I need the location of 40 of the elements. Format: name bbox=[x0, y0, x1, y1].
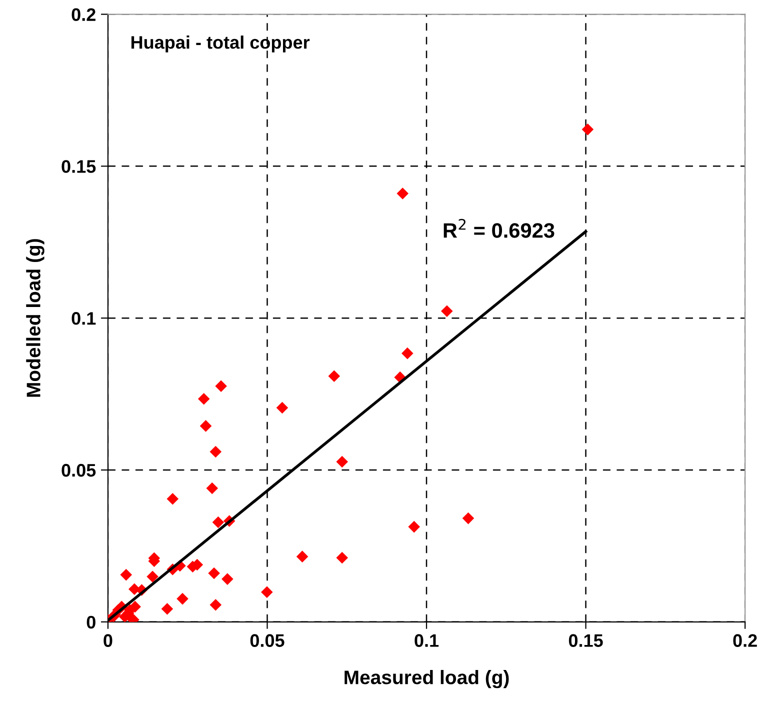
y-tick-label: 0.05 bbox=[62, 464, 96, 477]
x-tick-label: 0 bbox=[104, 634, 112, 647]
point bbox=[198, 393, 210, 405]
x-tick-label: 0.05 bbox=[250, 634, 284, 647]
x-tick-label: 0.15 bbox=[568, 634, 603, 647]
point bbox=[200, 420, 212, 432]
point bbox=[408, 520, 420, 533]
point bbox=[212, 516, 224, 528]
point bbox=[396, 188, 409, 200]
point bbox=[462, 512, 474, 524]
point bbox=[161, 602, 174, 615]
y-tick-label: 0.1 bbox=[72, 312, 96, 325]
y-tick-label: 0.2 bbox=[72, 8, 96, 21]
point bbox=[328, 370, 340, 382]
y-axis-title: Modelled load (g) bbox=[26, 239, 44, 397]
y-tick-label: 0.15 bbox=[62, 160, 96, 173]
point bbox=[222, 573, 234, 585]
point bbox=[146, 570, 158, 583]
point bbox=[206, 482, 218, 494]
point bbox=[208, 567, 220, 580]
point bbox=[166, 492, 179, 505]
point bbox=[441, 305, 453, 317]
point bbox=[336, 456, 348, 468]
point bbox=[276, 402, 288, 414]
point bbox=[215, 380, 227, 392]
y-tick-label: 0 bbox=[86, 616, 96, 629]
x-axis-title: Measured load (g) bbox=[344, 670, 509, 688]
x-tick-label: 0.1 bbox=[414, 634, 439, 647]
point bbox=[582, 124, 594, 136]
point bbox=[176, 592, 188, 605]
x-tick-label: 0.2 bbox=[733, 634, 757, 647]
point bbox=[261, 586, 273, 598]
text: Huapai - total copper bbox=[131, 36, 310, 52]
point bbox=[210, 598, 222, 611]
point bbox=[296, 550, 308, 562]
annotation: R$^{2}$ = 0.6923 bbox=[444, 218, 554, 238]
point bbox=[402, 347, 414, 360]
point bbox=[336, 552, 348, 564]
point bbox=[120, 568, 132, 581]
point bbox=[210, 446, 222, 458]
